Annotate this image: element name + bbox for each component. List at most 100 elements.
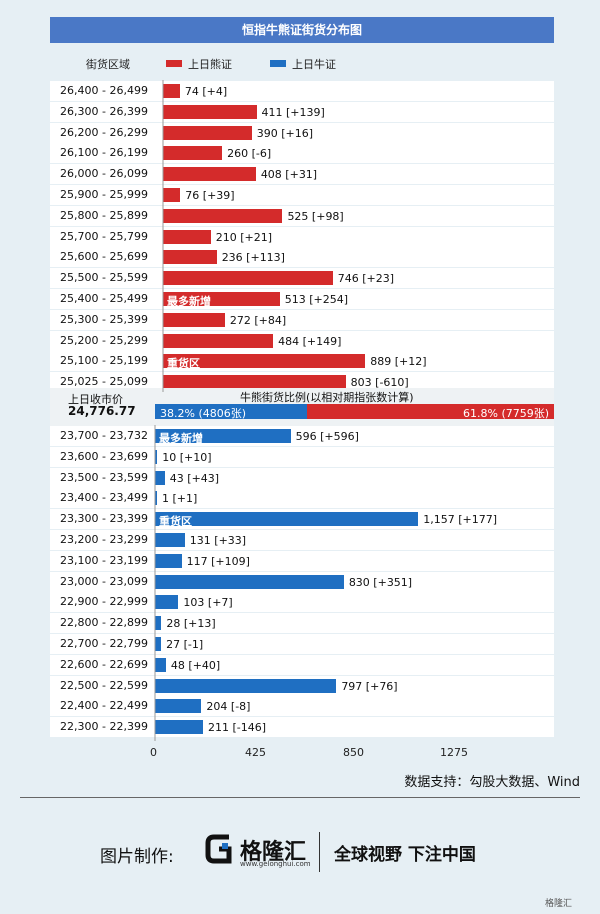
- bear-range-label: 25,025 - 25,099: [60, 375, 148, 389]
- bull-range-label: 23,000 - 23,099: [60, 574, 148, 588]
- bull-value-label: 27 [-1]: [166, 638, 204, 651]
- bear-bar-tag: 最多新增: [167, 295, 211, 308]
- brand-url: www.gelonghui.com: [240, 860, 311, 868]
- bear-value-label: 525 [+98]: [287, 209, 344, 223]
- bear-value-label: 272 [+84]: [229, 313, 287, 327]
- bull-value-label: 131 [+33]: [189, 534, 247, 547]
- bear-range-label: 25,300 - 25,399: [60, 312, 148, 326]
- bull-bar-tag: 重货区: [159, 515, 192, 529]
- x-tick-0: 0: [150, 746, 157, 759]
- bull-range-label: 22,500 - 22,599: [60, 678, 148, 692]
- bull-value-label: 211 [-146]: [208, 721, 267, 735]
- close-label: 上日收市价: [68, 393, 123, 406]
- bear-value-label: 76 [+39]: [185, 189, 235, 202]
- bear-bar: [163, 250, 217, 265]
- bull-range-label: 22,400 - 22,499: [60, 699, 148, 713]
- bear-value-label: 513 [+254]: [284, 293, 348, 306]
- legend-bear-label: 上日熊证: [188, 58, 232, 71]
- bear-value-label: 484 [+149]: [278, 334, 342, 348]
- bear-value-label: 746 [+23]: [337, 272, 394, 286]
- brand-name: 格隆汇: [240, 840, 307, 865]
- bear-bar: [163, 167, 256, 182]
- ratio-title: 牛熊街货比例(以相对期指张数计算): [240, 391, 414, 404]
- bull-range-label: 23,400 - 23,499: [60, 491, 148, 505]
- slogan: 全球视野 下注中国: [334, 845, 476, 865]
- bear-bar: [163, 333, 274, 348]
- bull-range-label: 22,800 - 22,899: [60, 616, 148, 630]
- bull-range-label: 23,100 - 23,199: [60, 553, 148, 567]
- bear-bar: [163, 125, 252, 140]
- footer-separator: [319, 832, 320, 872]
- bull-value-label: 1,157 [+177]: [423, 513, 497, 527]
- bull-bar: [155, 512, 419, 527]
- bull-bar: [155, 595, 179, 610]
- bear-range-label: 25,500 - 25,599: [60, 271, 148, 285]
- bear-range-label: 26,000 - 26,099: [60, 167, 148, 181]
- footer-divider: [20, 797, 580, 798]
- bear-bar: [163, 229, 211, 244]
- bear-bar: [163, 292, 280, 306]
- bear-range-label: 25,600 - 25,699: [60, 250, 148, 264]
- made-by-label: 图片制作:: [100, 847, 174, 867]
- bull-range-label: 22,300 - 22,399: [60, 720, 148, 734]
- bull-row-bg: [50, 613, 554, 634]
- bear-bar: [163, 84, 180, 98]
- bull-bar: [155, 470, 165, 485]
- bear-value-label: 260 [-6]: [227, 147, 272, 161]
- bull-value-label: 596 [+596]: [295, 430, 359, 443]
- legend-bear-swatch: [166, 60, 182, 67]
- bear-value-label: 803 [-610]: [350, 376, 409, 390]
- bull-bar: [155, 429, 291, 443]
- bull-row-bg: [50, 467, 554, 488]
- bull-value-label: 117 [+109]: [186, 554, 250, 568]
- ratio-bull-text: 38.2% (4806张): [160, 407, 247, 420]
- bear-value-label: 390 [+16]: [256, 126, 314, 140]
- bull-range-label: 23,600 - 23,699: [60, 449, 148, 463]
- bear-value-label: 210 [+21]: [215, 230, 273, 244]
- bear-value-label: 889 [+12]: [370, 355, 427, 369]
- bear-bar: [163, 146, 223, 161]
- bull-row-bg: [50, 446, 554, 467]
- bear-range-label: 26,400 - 26,499: [60, 84, 148, 97]
- x-tick-425: 425: [245, 746, 266, 759]
- bear-bar-tag: 重货区: [167, 357, 200, 371]
- bull-row-bg: [50, 488, 554, 509]
- bull-value-label: 43 [+43]: [169, 471, 220, 485]
- bull-range-label: 23,700 - 23,732: [60, 429, 148, 442]
- legend-header: 街货区域: [86, 58, 130, 71]
- ratio-bear-text: 61.8% (7759张): [463, 407, 550, 420]
- bull-row-bg: [50, 654, 554, 675]
- bull-range-label: 23,200 - 23,299: [60, 533, 148, 546]
- bull-bar: [155, 657, 166, 672]
- bull-range-label: 23,500 - 23,599: [60, 470, 148, 484]
- bear-bar: [163, 104, 257, 119]
- bull-value-label: 797 [+76]: [341, 679, 398, 693]
- bear-range-label: 25,400 - 25,499: [60, 292, 148, 305]
- bear-value-label: 408 [+31]: [260, 168, 318, 182]
- bull-bar: [155, 491, 157, 506]
- corner-watermark: 格隆汇: [545, 899, 573, 909]
- bear-range-label: 26,200 - 26,299: [60, 125, 148, 139]
- bear-value-label: 74 [+4]: [184, 85, 228, 98]
- bear-bar: [163, 188, 181, 202]
- bull-value-label: 1 [+1]: [162, 492, 198, 506]
- legend-bull-swatch: [270, 60, 286, 67]
- bear-bar: [163, 271, 333, 286]
- bull-range-label: 23,300 - 23,399: [60, 512, 148, 526]
- bull-bar: [155, 574, 344, 589]
- bull-bar: [155, 678, 337, 693]
- bull-bar: [155, 637, 162, 651]
- legend-bull-label: 上日牛证: [292, 58, 336, 71]
- bear-range-label: 25,800 - 25,899: [60, 208, 148, 222]
- bear-bar: [163, 312, 225, 327]
- bull-value-label: 830 [+351]: [348, 575, 413, 589]
- bull-bar: [155, 616, 162, 631]
- bear-bar: [163, 375, 346, 390]
- chart-title: 恒指牛熊证街货分布图: [50, 17, 554, 43]
- bear-range-label: 25,200 - 25,299: [60, 333, 148, 347]
- bear-bar: [163, 354, 366, 369]
- bull-row-bg: [50, 634, 554, 654]
- bull-bar: [155, 699, 202, 714]
- bull-value-label: 103 [+7]: [183, 596, 233, 610]
- bear-value-label: 411 [+139]: [261, 105, 325, 119]
